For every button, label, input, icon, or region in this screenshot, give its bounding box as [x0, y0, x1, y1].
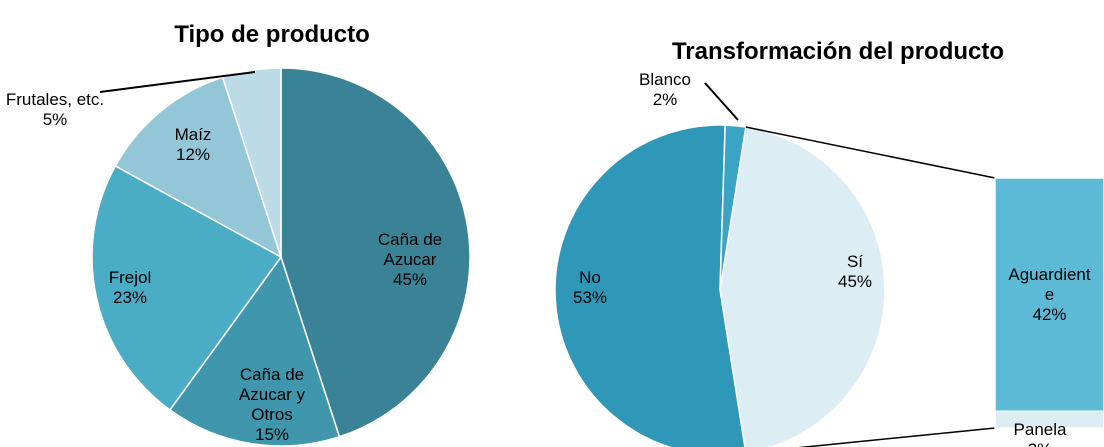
- data-label-text: 42%: [1032, 304, 1067, 324]
- data-label-text: 5%: [42, 110, 68, 129]
- data-label-text: 45%: [837, 272, 873, 291]
- data-label-text: 53%: [572, 288, 608, 307]
- pie-slice: [719, 124, 747, 291]
- connector-line: [745, 126, 996, 179]
- bar-segment: [994, 410, 1104, 429]
- data-label-text: Aguardiente: [1008, 264, 1091, 304]
- data-label-text: Frejol: [108, 268, 152, 287]
- chart-title: Transformación del producto: [668, 15, 1008, 89]
- data-label-text: Panela: [1013, 420, 1067, 439]
- leader-line: [99, 71, 256, 93]
- data-label: Frutales, etc.5%: [5, 75, 105, 145]
- data-label-text: Sí: [846, 252, 864, 271]
- data-label: Panela3%: [1000, 418, 1080, 447]
- data-label-text: 15%: [254, 425, 290, 444]
- data-label-text: 45%: [392, 270, 428, 289]
- data-label: Frutales, etc.5%: [5, 75, 105, 145]
- data-label-text: 23%: [112, 288, 148, 307]
- pie-slice: [280, 67, 471, 438]
- data-label-text: Caña de Azucar y Otros: [238, 365, 306, 424]
- chart-title: Transformación del producto: [668, 15, 1008, 89]
- connector-line: [797, 427, 996, 447]
- chart-title: Tipo de producto: [92, 15, 452, 55]
- pie-slice: [221, 67, 282, 258]
- data-label-text: Caña de Azucar: [377, 230, 443, 269]
- data-label-text: Blanco: [639, 70, 691, 89]
- chart-title-text: Transformación del producto: [671, 38, 1005, 65]
- data-label: Panela3%: [1000, 418, 1080, 447]
- chart-title-text: Tipo de producto: [174, 21, 370, 48]
- data-label-text: 2%: [652, 90, 678, 109]
- data-label-text: Maíz: [174, 125, 212, 144]
- data-label-text: No: [579, 268, 601, 287]
- data-label-text: 3%: [1000, 440, 1080, 447]
- data-label-text: 12%: [175, 145, 211, 164]
- pie-slice: [91, 164, 283, 411]
- data-label-text: Frutales, etc.: [5, 90, 105, 109]
- pie-slice: [168, 255, 341, 447]
- pie-slice: [114, 76, 283, 259]
- pie-slice: [719, 126, 886, 447]
- chart-title: Tipo de producto: [92, 15, 452, 55]
- leader-line: [704, 82, 739, 121]
